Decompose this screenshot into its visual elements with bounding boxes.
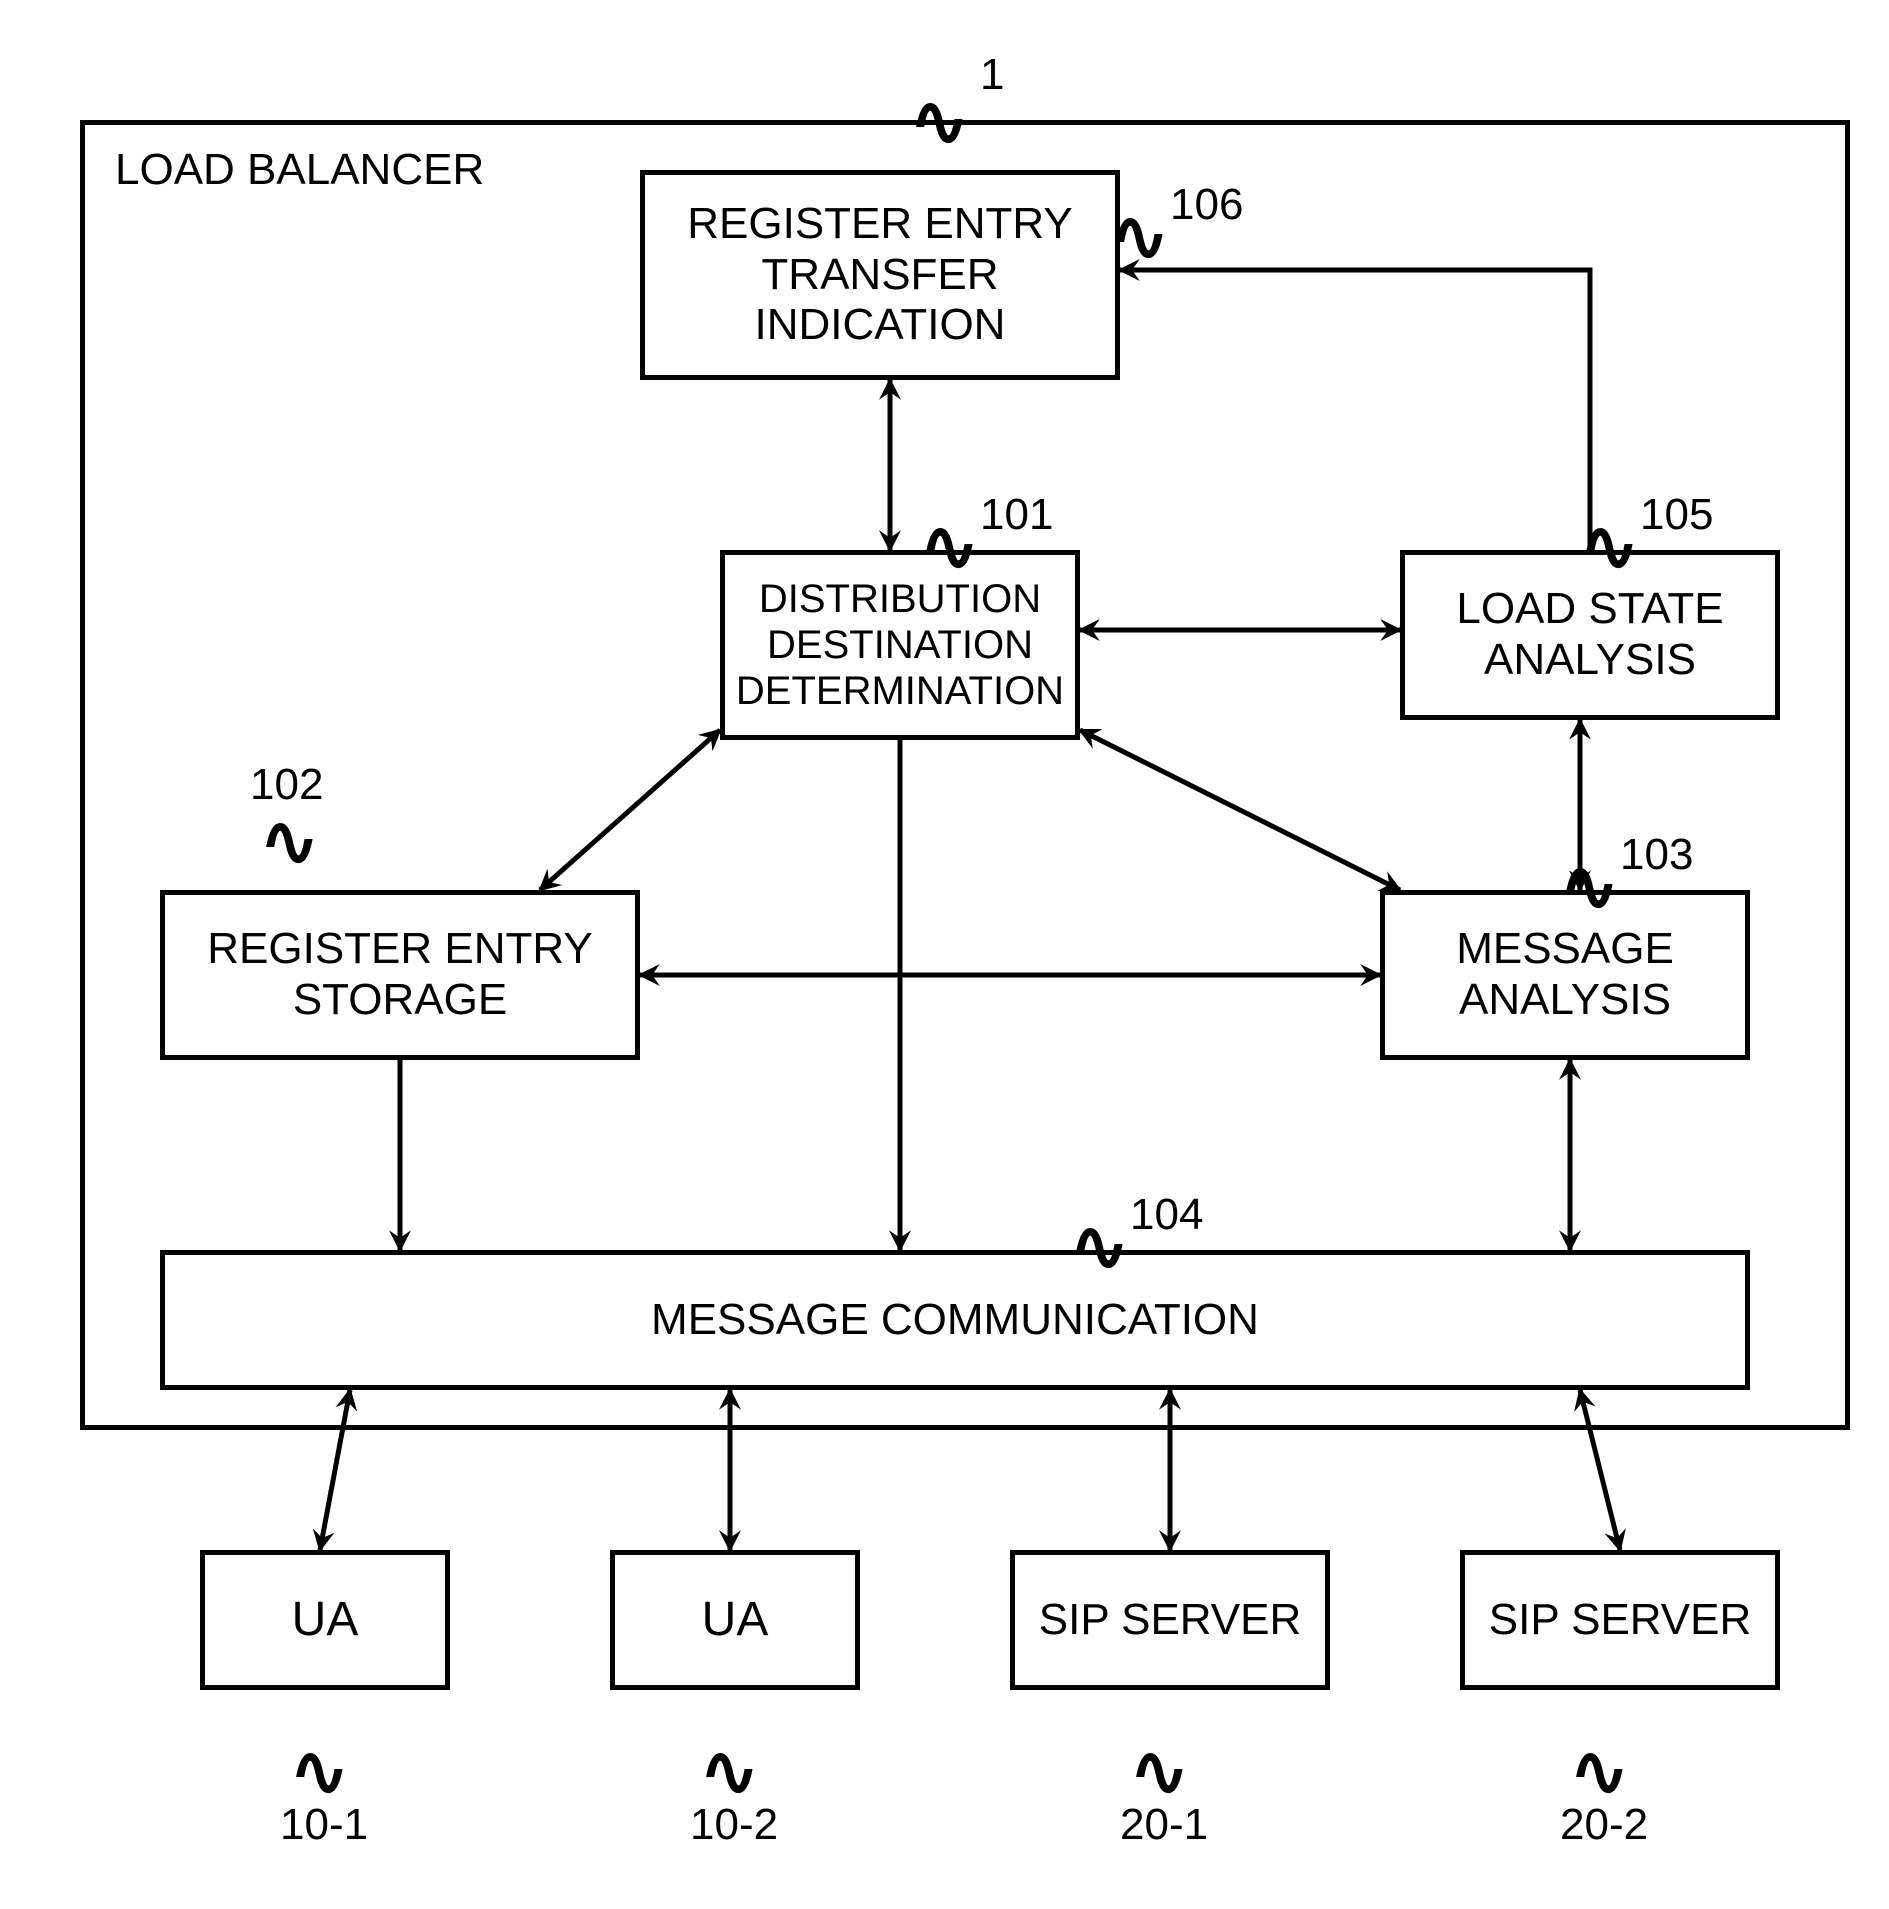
tilde-l10_1: ∿: [290, 1730, 349, 1812]
tilde-l104: ∿: [1070, 1205, 1129, 1287]
tilde-l103: ∿: [1560, 845, 1619, 927]
tilde-l20_1: ∿: [1130, 1730, 1189, 1812]
node-ua2: UA: [610, 1550, 860, 1690]
tilde-l20_2: ∿: [1570, 1730, 1629, 1812]
node-sip1: SIP SERVER: [1010, 1550, 1330, 1690]
node-n104: MESSAGE COMMUNICATION: [160, 1250, 1750, 1390]
tilde-l1: ∿: [910, 80, 969, 162]
ref-label-l103: 103: [1620, 830, 1693, 880]
container-title: LOAD BALANCER: [115, 145, 484, 196]
ref-label-l101: 101: [980, 490, 1053, 540]
node-n106: REGISTER ENTRY TRANSFER INDICATION: [640, 170, 1120, 380]
node-sip2: SIP SERVER: [1460, 1550, 1780, 1690]
tilde-l101: ∿: [920, 505, 979, 587]
tilde-l10_2: ∿: [700, 1730, 759, 1812]
tilde-l106: ∿: [1110, 195, 1169, 277]
ref-label-l104: 104: [1130, 1190, 1203, 1240]
tilde-l102: ∿: [260, 800, 319, 882]
tilde-l105: ∿: [1580, 505, 1639, 587]
node-n102: REGISTER ENTRY STORAGE: [160, 890, 640, 1060]
ref-label-l1: 1: [980, 50, 1004, 100]
ref-label-l106: 106: [1170, 180, 1243, 230]
node-ua1: UA: [200, 1550, 450, 1690]
node-n101: DISTRIBUTION DESTINATION DETERMINATION: [720, 550, 1080, 740]
diagram-canvas: LOAD BALANCER REGISTER ENTRY TRANSFER IN…: [20, 20, 1889, 1889]
ref-label-l105: 105: [1640, 490, 1713, 540]
